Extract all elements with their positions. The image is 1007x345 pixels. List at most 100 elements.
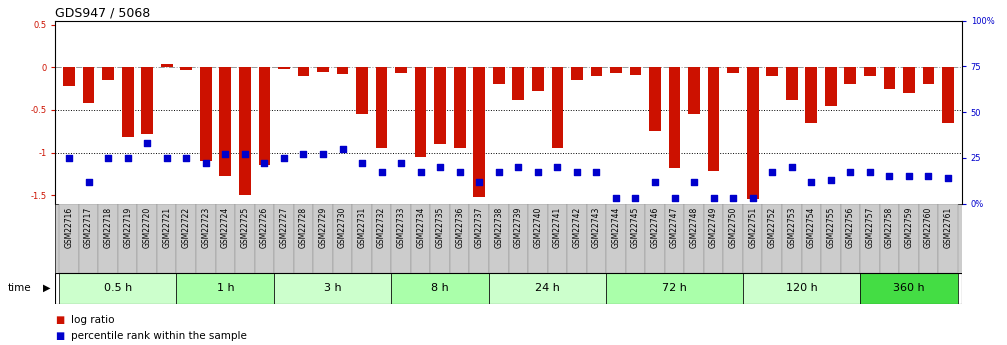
Text: ■: ■ bbox=[55, 332, 64, 341]
Bar bbox=[395, 68, 407, 72]
Bar bbox=[317, 68, 329, 72]
Bar bbox=[669, 68, 681, 168]
Point bbox=[744, 195, 760, 201]
Point bbox=[588, 170, 604, 175]
Bar bbox=[629, 68, 641, 75]
Bar bbox=[841, 204, 860, 273]
Point bbox=[100, 155, 116, 160]
Bar bbox=[743, 204, 762, 273]
Text: GSM22747: GSM22747 bbox=[670, 207, 679, 248]
Text: GSM22751: GSM22751 bbox=[748, 207, 757, 248]
Text: GSM22760: GSM22760 bbox=[924, 207, 932, 248]
Point bbox=[725, 195, 741, 201]
Text: 8 h: 8 h bbox=[431, 283, 449, 293]
Bar bbox=[372, 204, 392, 273]
Point bbox=[706, 195, 722, 201]
Point bbox=[646, 179, 663, 184]
Text: 1 h: 1 h bbox=[217, 283, 235, 293]
Bar bbox=[122, 68, 134, 137]
Bar bbox=[59, 204, 79, 273]
Text: GSM22720: GSM22720 bbox=[143, 207, 152, 248]
Bar bbox=[922, 68, 934, 85]
Bar bbox=[864, 68, 876, 76]
Bar bbox=[845, 68, 856, 85]
Bar bbox=[688, 68, 700, 114]
Bar bbox=[606, 204, 625, 273]
Bar bbox=[215, 204, 235, 273]
Point bbox=[276, 155, 292, 160]
Bar bbox=[567, 204, 587, 273]
Bar bbox=[489, 273, 606, 304]
Text: GSM22733: GSM22733 bbox=[397, 207, 406, 248]
Bar bbox=[103, 68, 114, 80]
Text: GSM22742: GSM22742 bbox=[572, 207, 581, 248]
Point bbox=[490, 170, 507, 175]
Bar bbox=[552, 68, 563, 148]
Text: GSM22737: GSM22737 bbox=[474, 207, 483, 248]
Text: 120 h: 120 h bbox=[785, 283, 818, 293]
Bar bbox=[665, 204, 685, 273]
Point bbox=[81, 179, 97, 184]
Bar bbox=[313, 204, 332, 273]
Bar bbox=[766, 68, 778, 76]
Bar bbox=[883, 68, 895, 89]
Bar bbox=[196, 204, 215, 273]
Point bbox=[764, 170, 780, 175]
Text: GSM22744: GSM22744 bbox=[611, 207, 620, 248]
Bar bbox=[645, 204, 665, 273]
Point bbox=[940, 175, 956, 181]
Text: GSM22718: GSM22718 bbox=[104, 207, 113, 248]
Bar bbox=[473, 68, 485, 197]
Text: GSM22716: GSM22716 bbox=[64, 207, 74, 248]
Bar bbox=[157, 204, 176, 273]
Text: GSM22730: GSM22730 bbox=[338, 207, 347, 248]
Text: log ratio: log ratio bbox=[71, 315, 115, 325]
Text: GSM22758: GSM22758 bbox=[885, 207, 894, 248]
Point bbox=[295, 151, 311, 157]
Bar bbox=[255, 204, 274, 273]
Bar bbox=[513, 68, 525, 100]
Bar bbox=[220, 68, 232, 176]
Text: GSM22739: GSM22739 bbox=[514, 207, 523, 248]
Bar bbox=[411, 204, 430, 273]
Text: GSM22735: GSM22735 bbox=[436, 207, 445, 248]
Bar bbox=[825, 68, 837, 106]
Point bbox=[61, 155, 78, 160]
Text: time: time bbox=[8, 283, 31, 293]
Point bbox=[804, 179, 820, 184]
Point bbox=[413, 170, 429, 175]
Text: GSM22736: GSM22736 bbox=[455, 207, 464, 248]
Point bbox=[667, 195, 683, 201]
Point bbox=[334, 146, 350, 151]
Bar bbox=[176, 204, 196, 273]
Bar bbox=[704, 204, 723, 273]
Bar bbox=[708, 68, 719, 171]
Point bbox=[218, 151, 234, 157]
Text: percentile rank within the sample: percentile rank within the sample bbox=[71, 332, 248, 341]
Text: GSM22752: GSM22752 bbox=[767, 207, 776, 248]
Point bbox=[120, 155, 136, 160]
Bar bbox=[137, 204, 157, 273]
Bar bbox=[118, 204, 137, 273]
Bar bbox=[356, 68, 368, 114]
Bar bbox=[239, 68, 251, 195]
Point bbox=[315, 151, 331, 157]
Text: GSM22754: GSM22754 bbox=[807, 207, 816, 248]
Point bbox=[862, 170, 878, 175]
Text: 3 h: 3 h bbox=[324, 283, 341, 293]
Bar bbox=[650, 68, 661, 131]
Bar bbox=[943, 68, 954, 123]
Bar bbox=[939, 204, 958, 273]
Text: 24 h: 24 h bbox=[535, 283, 560, 293]
Bar bbox=[274, 273, 392, 304]
Text: GSM22727: GSM22727 bbox=[279, 207, 288, 248]
Bar bbox=[176, 273, 274, 304]
Bar bbox=[274, 204, 294, 273]
Bar bbox=[489, 204, 509, 273]
Point bbox=[139, 140, 155, 146]
Point bbox=[197, 160, 213, 166]
Bar bbox=[610, 68, 621, 73]
Point bbox=[842, 170, 858, 175]
Bar bbox=[294, 204, 313, 273]
Text: GSM22748: GSM22748 bbox=[690, 207, 699, 248]
